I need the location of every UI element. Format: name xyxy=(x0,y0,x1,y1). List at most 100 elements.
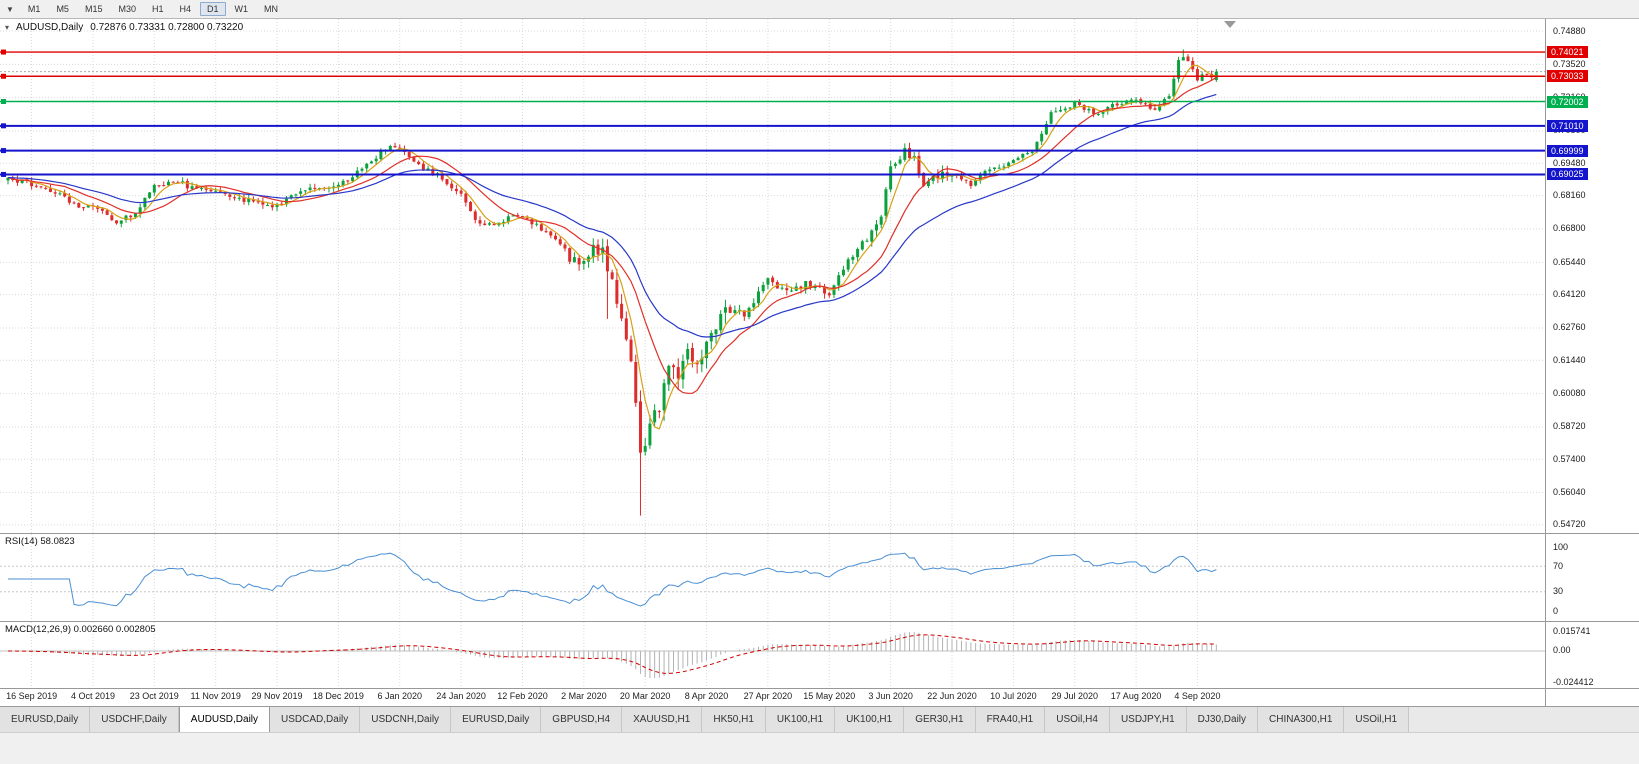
moving-average-line-13 xyxy=(7,76,1217,394)
date-tick-label: 3 Jun 2020 xyxy=(868,691,913,701)
chart-tab-usdjpy-h1[interactable]: USDJPY,H1 xyxy=(1109,707,1187,732)
date-tick-label: 17 Aug 2020 xyxy=(1110,691,1162,701)
macd-tick-label: 0.00 xyxy=(1553,645,1571,656)
price-tick-label: 0.66800 xyxy=(1553,223,1586,234)
chart-tab-gbpusd-h4[interactable]: GBPUSD,H4 xyxy=(541,707,623,732)
price-line-badge: 0.72002 xyxy=(1547,95,1588,108)
price-tick-label: 0.60080 xyxy=(1553,388,1586,399)
chart-tab-dj30-daily[interactable]: DJ30,Daily xyxy=(1186,707,1259,732)
rsi-pane: RSI(14) 58.0823 xyxy=(0,533,1545,621)
timeframe-button-m15[interactable]: M15 xyxy=(84,4,103,14)
price-tick-label: 0.56040 xyxy=(1553,487,1586,498)
macd-indicator-label: MACD(12,26,9) 0.002660 0.002805 xyxy=(5,624,156,635)
horizontal-gridlines xyxy=(0,30,1545,526)
axis-corner xyxy=(1546,688,1639,706)
price-tick-label: 0.62760 xyxy=(1553,322,1586,333)
vertical-gridlines xyxy=(31,622,1198,688)
status-strip xyxy=(0,732,1639,764)
date-tick-label: 6 Jan 2020 xyxy=(377,691,423,701)
rsi-tick-label: 70 xyxy=(1553,560,1564,571)
timeframe-button-d1[interactable]: D1 xyxy=(200,2,226,16)
chart-tab-ger30-h1[interactable]: GER30,H1 xyxy=(904,707,976,732)
chart-tab-usdcad-daily[interactable]: USDCAD,Daily xyxy=(270,707,361,732)
price-tick-label: 0.74880 xyxy=(1553,25,1586,36)
timeframe-button-m5[interactable]: M5 xyxy=(56,4,69,14)
timeframe-button-h4[interactable]: H4 xyxy=(179,4,192,14)
chart-collapse-icon[interactable]: ▾ xyxy=(5,23,10,32)
date-tick-label: 11 Nov 2019 xyxy=(190,691,241,701)
price-tick-label: 0.58720 xyxy=(1553,421,1586,432)
price-line-badge: 0.73033 xyxy=(1547,70,1588,83)
date-tick-label: 2 Mar 2020 xyxy=(561,691,607,701)
rsi-tick-label: 100 xyxy=(1553,541,1569,552)
macd-axis[interactable]: 0.015741 0.00 -0.024412 xyxy=(1546,621,1639,688)
time-axis[interactable]: 16 Sep 2019 4 Oct 2019 23 Oct 2019 11 Nov 2… xyxy=(0,688,1545,706)
price-tick-label: 0.68160 xyxy=(1553,190,1586,201)
chart-tab-uk100-h1[interactable]: UK100,H1 xyxy=(835,707,905,732)
rsi-axis[interactable]: 100 70 30 0 xyxy=(1546,533,1639,621)
rsi-level-lines xyxy=(0,565,1545,593)
main-price-pane: ▾ AUDUSD,Daily 0.72876 0.73331 0.72800 0… xyxy=(0,19,1545,533)
chart-tab-eurusd-daily[interactable]: EURUSD,Daily xyxy=(0,707,91,732)
chart-tab-uk100-h1[interactable]: UK100,H1 xyxy=(765,707,836,732)
chart-panes: ▾ AUDUSD,Daily 0.72876 0.73331 0.72800 0… xyxy=(0,19,1545,706)
price-tick-label: 0.65440 xyxy=(1553,256,1586,267)
chart-window: ▾ AUDUSD,Daily 0.72876 0.73331 0.72800 0… xyxy=(0,19,1639,706)
timeframe-button-mn[interactable]: MN xyxy=(264,4,279,14)
price-tick-label: 0.57400 xyxy=(1553,453,1586,464)
date-tick-label: 29 Jul 2020 xyxy=(1051,691,1098,701)
chart-tab-bar: EURUSD,Daily USDCHF,Daily AUDUSD,Daily USDC… xyxy=(0,706,1639,732)
date-tick-label: 20 Mar 2020 xyxy=(619,691,671,701)
chart-tab-usoil-h4[interactable]: USOil,H4 xyxy=(1045,707,1110,732)
chart-tab-hk50-h1[interactable]: HK50,H1 xyxy=(702,707,766,732)
timeframe-button-w1[interactable]: W1 xyxy=(234,4,249,14)
date-tick-label: 24 Jan 2020 xyxy=(436,691,486,701)
chart-tab-audusd-daily[interactable]: AUDUSD,Daily xyxy=(178,707,271,732)
date-tick-label: 15 May 2020 xyxy=(803,691,856,701)
date-tick-label: 27 Apr 2020 xyxy=(743,691,793,701)
macd-tick-label: 0.015741 xyxy=(1553,625,1591,636)
rsi-line xyxy=(8,552,1217,607)
date-tick-label: 18 Dec 2019 xyxy=(312,691,364,701)
timeframe-button-m30[interactable]: M30 xyxy=(118,4,136,14)
charts-dropdown-icon[interactable]: ▼ xyxy=(6,4,14,14)
rsi-chart-canvas[interactable] xyxy=(0,534,1545,621)
chart-tab-eurusd-daily[interactable]: EURUSD,Daily xyxy=(451,707,542,732)
macd-histogram xyxy=(12,632,1217,679)
chart-tab-usoil-h1[interactable]: USOil,H1 xyxy=(1344,707,1410,732)
date-tick-label: 8 Apr 2020 xyxy=(684,691,729,701)
rsi-tick-label: 0 xyxy=(1553,605,1559,616)
main-chart-canvas[interactable] xyxy=(0,19,1545,533)
chart-tab-fra40-h1[interactable]: FRA40,H1 xyxy=(975,707,1046,732)
macd-signal-line xyxy=(7,634,1217,674)
date-tick-label: 16 Sep 2019 xyxy=(6,691,58,701)
chart-tab-usdcnh-daily[interactable]: USDCNH,Daily xyxy=(360,707,452,732)
chart-tab-usdchf-daily[interactable]: USDCHF,Daily xyxy=(90,707,179,732)
price-tick-label: 0.54720 xyxy=(1553,519,1586,530)
price-line-badge: 0.71010 xyxy=(1547,119,1588,132)
price-axis[interactable]: 0.748800.735200.721600.708000.694800.681… xyxy=(1546,19,1639,533)
price-tick-label: 0.69480 xyxy=(1553,157,1586,168)
price-axis-column: 0.748800.735200.721600.708000.694800.681… xyxy=(1545,19,1639,706)
price-line-badge: 0.74021 xyxy=(1547,46,1588,59)
chart-tab-china300-h1[interactable]: CHINA300,H1 xyxy=(1258,707,1345,732)
price-line-badge: 0.69999 xyxy=(1547,144,1588,157)
candles-layer xyxy=(6,49,1218,516)
timeframe-button-h1[interactable]: H1 xyxy=(151,4,164,14)
timeframe-button-m1[interactable]: M1 xyxy=(27,4,41,14)
price-tick-label: 0.64120 xyxy=(1553,289,1586,300)
rsi-tick-label: 30 xyxy=(1553,586,1564,597)
date-tick-label: 10 Jul 2020 xyxy=(990,691,1037,701)
macd-pane: MACD(12,26,9) 0.002660 0.002805 xyxy=(0,621,1545,688)
macd-chart-canvas[interactable] xyxy=(0,622,1545,688)
date-tick-label: 4 Sep 2020 xyxy=(1174,691,1221,701)
chart-symbol-header: ▾ AUDUSD,Daily 0.72876 0.73331 0.72800 0… xyxy=(5,22,243,33)
moving-average-line-5 xyxy=(7,64,1217,430)
chart-shift-marker-icon[interactable] xyxy=(1224,21,1236,28)
chart-ohlc-values: 0.72876 0.73331 0.72800 0.73220 xyxy=(90,22,244,33)
chart-tab-xauusd-h1[interactable]: XAUUSD,H1 xyxy=(622,707,703,732)
date-tick-label: 29 Nov 2019 xyxy=(251,691,303,701)
date-tick-label: 23 Oct 2019 xyxy=(129,691,179,701)
vertical-gridlines xyxy=(31,19,1198,533)
